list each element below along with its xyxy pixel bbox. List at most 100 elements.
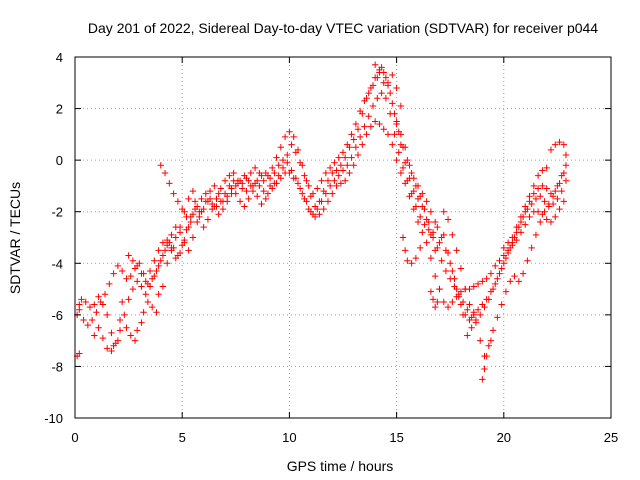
data-point [524,257,531,264]
data-point [219,205,227,213]
data-point [367,123,375,130]
data-point [127,272,134,280]
data-point [539,182,546,190]
axis-ticks [74,56,612,419]
data-point [316,211,323,218]
data-point [438,234,445,241]
data-point [138,319,145,326]
data-point [299,190,306,197]
data-point [477,337,484,344]
data-point [148,303,156,311]
data-point [221,177,229,184]
data-point [376,120,383,128]
data-point [86,303,94,311]
data-point [444,216,452,223]
data-point [391,110,398,117]
data-series-5 [157,61,570,383]
data-point [369,102,377,110]
data-point [93,309,100,316]
data-point [281,133,289,141]
data-point [97,298,104,306]
data-point [82,298,89,306]
data-point [224,198,231,205]
data-point [552,187,559,195]
data-point [194,203,201,210]
data-point [419,190,426,197]
y-axis-label: SDTVAR / TECUs [7,182,23,294]
data-point [500,260,507,267]
data-point [421,221,428,228]
data-point [485,342,492,349]
data-point [369,82,377,89]
data-point [189,234,197,241]
data-point [489,285,497,293]
data-point [537,218,544,226]
data-point [386,89,394,97]
data-point [547,218,555,226]
data-point [284,159,291,166]
data-point [290,133,297,141]
data-point [554,182,561,190]
data-point [101,291,109,298]
data-point [408,169,415,177]
data-point [404,257,411,264]
x-tick-label: 25 [604,430,618,445]
data-point [459,298,467,306]
data-point [91,332,98,339]
data-point [339,149,347,156]
data-point [468,314,475,321]
data-point [404,177,411,184]
data-point [189,211,197,218]
data-point [279,164,287,172]
data-point [198,208,205,215]
data-point [131,337,139,344]
data-point [558,187,565,195]
data-point [489,327,497,334]
data-point [331,177,338,184]
data-point [172,223,179,231]
data-point [157,162,164,169]
data-point [459,311,467,319]
data-point [163,260,171,267]
data-point [146,267,154,275]
data-point [534,185,542,192]
data-point [245,195,252,203]
data-point [515,278,523,285]
data-point [552,141,559,148]
data-point [202,190,209,197]
data-point [479,278,486,285]
data-point [161,169,169,177]
data-point [146,283,154,290]
data-point [273,154,280,161]
data-point [556,138,563,146]
data-point [477,311,484,319]
data-point [359,141,366,148]
data-point [123,275,130,282]
data-point [562,151,570,159]
data-point [258,200,265,208]
data-point [485,296,492,303]
data-point [507,278,514,285]
data-point [133,278,141,285]
x-axis-label: GPS time / hours [287,458,394,474]
data-point [380,126,387,133]
data-point [492,280,499,288]
data-point [534,172,542,179]
data-point [114,262,122,270]
y-tick-labels: -10 -8 -6 -4 -2 0 2 4 [44,50,63,426]
data-point [363,131,370,138]
data-point [254,193,261,200]
data-point [155,291,162,298]
data-point [108,347,115,355]
data-point [537,193,544,200]
y-tick-label: 0 [56,153,63,168]
data-point [504,239,512,246]
data-point [140,309,147,316]
data-point [318,177,325,184]
data-point [414,218,422,226]
data-point [457,265,465,272]
data-point [449,267,456,275]
data-point [389,100,396,107]
data-point [496,270,503,277]
data-point [562,177,570,184]
